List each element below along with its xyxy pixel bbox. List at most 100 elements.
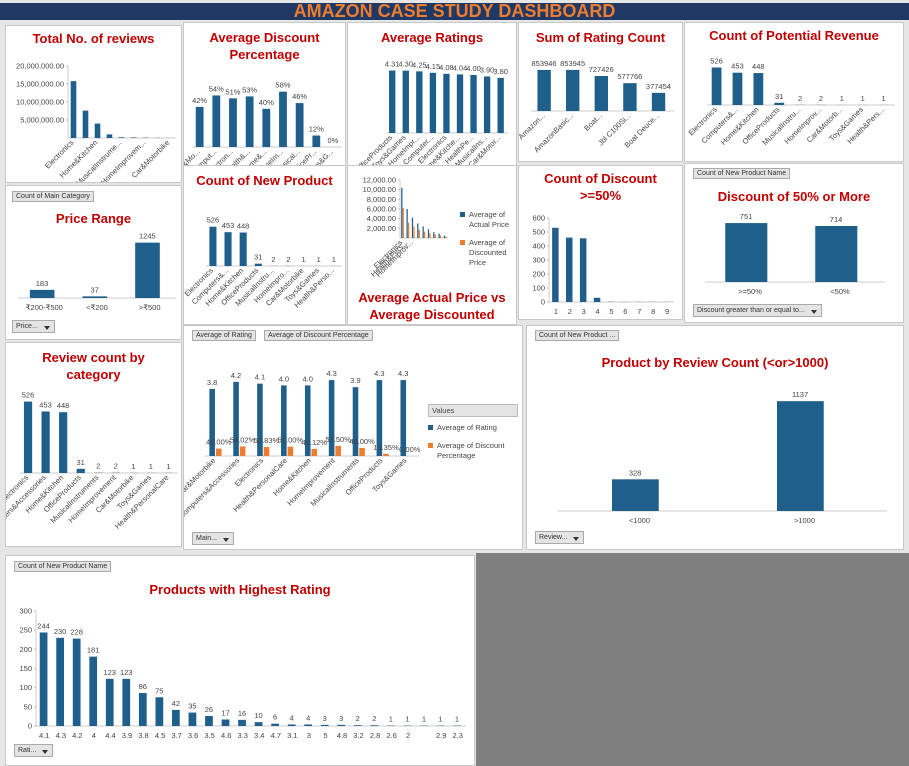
chart-panel: 3.8 42.00% Car&Motorbike 4.2 54.02% Computers… (183, 325, 523, 550)
field-button: Count of Main Category (12, 191, 94, 202)
chart: 183 ₹200-₹500 37 <₹200 1245 >₹500 (18, 232, 176, 312)
y-tick-label: 5,000,000.00 (20, 116, 64, 125)
bar (566, 237, 573, 302)
data-label: 4.3 (326, 369, 336, 378)
data-label: 1 (405, 715, 409, 724)
filter-button[interactable]: Main... (192, 532, 235, 545)
x-tick-label: 4 (596, 307, 600, 316)
data-label: 3.90 (480, 65, 495, 74)
data-label: 1 (422, 715, 426, 724)
bar (427, 229, 430, 238)
bar (229, 98, 237, 147)
filter-button[interactable]: Review... (535, 531, 585, 544)
data-label: 42.00% (206, 438, 232, 447)
bar (651, 92, 666, 111)
data-label: 35 (188, 702, 196, 711)
data-label: 16 (238, 709, 246, 718)
data-label: 1 (332, 255, 336, 264)
bar (402, 208, 404, 238)
chart-title: Count of New Product (196, 173, 333, 188)
y-tick-label: 600 (532, 214, 545, 223)
data-label: 40% (259, 98, 274, 107)
data-label: 1 (389, 715, 393, 724)
data-label: 1 (301, 255, 305, 264)
chart: 3.842.00%Car&Motorbike4.254.02%Computers… (184, 369, 421, 520)
chart-title: Average Discount Percentage (209, 30, 320, 62)
bar (271, 723, 279, 726)
data-label: 453 (731, 62, 744, 71)
bar (411, 217, 414, 238)
y-tick-label: 100 (532, 284, 545, 293)
bar (777, 401, 824, 511)
data-label: 4.25 (412, 60, 427, 69)
bar (335, 445, 341, 456)
dropdown-arrow (42, 750, 49, 754)
chart: 4.31OfficeProducts4.30Toys&Games4.25Home… (353, 60, 508, 176)
x-tick-label: 3 (582, 307, 586, 316)
data-label: 230 (54, 627, 67, 636)
data-label: 54% (209, 84, 224, 93)
x-tick-label: 4.1 (39, 731, 49, 740)
bar (370, 725, 379, 726)
y-tick-label: 200 (532, 270, 545, 279)
x-tick-label: 3.6 (188, 731, 198, 740)
x-tick-label: 4.5 (155, 731, 165, 740)
bar (224, 232, 232, 266)
y-tick-label: 0 (541, 298, 545, 307)
data-label: 53.00% (278, 436, 304, 445)
chart-panel: 0 100 200 300 400 500 600 1 2 3 4 5 6 7 8 9 Count of Dis… (518, 165, 683, 320)
chart: 853946Amazon...853945AmazonBasic...72742… (519, 59, 674, 154)
data-label: 4.15 (426, 62, 441, 71)
bar (304, 724, 313, 726)
data-label: 526 (22, 391, 35, 400)
bar (418, 229, 420, 238)
data-label: 453 (39, 400, 52, 409)
chart-title: Discount of 50% or More (717, 189, 871, 204)
bar (433, 232, 435, 238)
dashboard-title: AMAZON CASE STUDY DASHBOARD (0, 3, 909, 20)
legend: Values Average of Rating Average of Discou… (428, 404, 518, 469)
bar (281, 385, 287, 456)
data-label: 2 (271, 255, 275, 264)
x-tick-label: 1 (554, 307, 558, 316)
data-label: 4.04 (453, 63, 468, 72)
legend-swatch (460, 240, 465, 245)
bar (239, 232, 247, 266)
filter-button[interactable]: Price... (12, 320, 55, 333)
bar (417, 223, 419, 238)
bar (138, 693, 147, 726)
field-button: Average of Discount Percentage (264, 330, 373, 341)
filter-button[interactable]: Discount greater than or equal to... (693, 304, 822, 317)
x-tick-label: >=50% (738, 287, 762, 296)
data-label: 4.08 (439, 63, 454, 72)
bar (41, 411, 50, 473)
y-tick-label: 200 (19, 645, 32, 654)
bar (445, 236, 447, 238)
filter-button[interactable]: Rati... (14, 744, 54, 757)
data-label: 4.1 (255, 373, 265, 382)
bar (56, 637, 64, 726)
data-label: 53% (242, 85, 257, 94)
chart-panel: 183 ₹200-₹500 37 <₹200 1245 >₹500 Price Range C… (5, 185, 182, 340)
data-label: 37 (91, 285, 99, 294)
bar (254, 263, 262, 266)
bar (470, 74, 477, 133)
bar (287, 724, 296, 726)
y-tick-label: 6,000.00 (367, 205, 396, 214)
chart-title: Average Ratings (380, 30, 484, 45)
legend-item: Average of Actual Price (460, 210, 515, 230)
dropdown-arrow (573, 537, 580, 541)
data-label: 4.3 (398, 369, 408, 378)
chart-panel: 526 Electronics 453 Computers&... 448 Home&Ki… (183, 165, 346, 325)
chart-panel: 526 Electronics 453 Computers&... 448 Home&Ki… (684, 22, 904, 162)
bar (359, 447, 365, 456)
bar (579, 238, 587, 302)
y-tick-label: 100 (19, 683, 32, 692)
y-tick-label: 300 (19, 607, 32, 616)
data-label: 3.8 (207, 378, 217, 387)
bar (287, 446, 294, 456)
data-label: 526 (207, 216, 220, 225)
chart-title: Review count by category (42, 350, 145, 382)
bar (424, 231, 426, 238)
